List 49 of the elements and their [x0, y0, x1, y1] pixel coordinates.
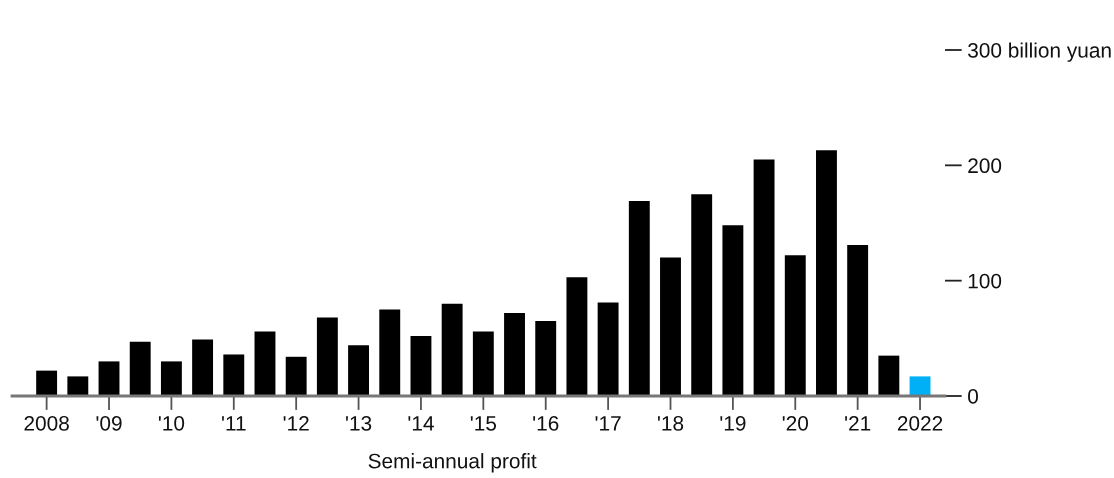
bar: [98, 361, 120, 396]
bar: [129, 341, 151, 396]
x-tick-label: '09: [96, 415, 122, 431]
bar: [160, 361, 182, 396]
y-tick-label: 200: [968, 158, 1002, 174]
bar: [441, 303, 463, 396]
y-tick-label: 0: [968, 389, 978, 404]
bar: [410, 336, 432, 396]
bar: [847, 244, 869, 396]
x-tick-label: '17: [595, 416, 621, 431]
x-tick-label: '10: [158, 415, 185, 431]
bar: [472, 331, 494, 396]
bar: [816, 150, 837, 396]
bar: [909, 376, 931, 396]
bar: [223, 354, 245, 396]
x-tick-label: '13: [346, 415, 372, 431]
x-tick-label: '12: [283, 415, 309, 431]
x-tick-label: 2022: [897, 415, 943, 431]
bar: [192, 339, 214, 396]
bar: [691, 194, 713, 396]
bar: [878, 355, 900, 396]
x-tick-label: '20: [782, 415, 809, 431]
bar: [753, 159, 775, 396]
bar: [660, 257, 681, 396]
bar: [36, 370, 58, 396]
bar: [597, 302, 619, 396]
x-tick-label: '19: [720, 415, 746, 431]
bar: [535, 321, 557, 396]
x-tick-label: '18: [657, 415, 684, 431]
bar: [628, 201, 650, 396]
bar: [254, 331, 276, 396]
x-axis-title: Semi-annual profit: [368, 453, 537, 473]
bar: [504, 312, 525, 396]
bar: [722, 225, 744, 396]
bar: [784, 255, 806, 396]
x-tick-label: 2008: [24, 415, 69, 431]
x-tick-label: '21: [845, 415, 871, 431]
bar: [379, 309, 401, 396]
bar: [285, 356, 307, 396]
x-tick-label: '14: [408, 416, 434, 431]
y-tick-label: 300 billion yuan: [968, 42, 1111, 62]
x-tick-label: '15: [470, 416, 497, 431]
y-tick-label: 100: [968, 273, 1002, 289]
x-tick-label: '11: [222, 416, 246, 431]
bar: [348, 345, 370, 396]
bar: [67, 376, 89, 396]
bar: [566, 277, 588, 396]
bar: [316, 317, 338, 396]
x-tick-label: '16: [533, 415, 559, 431]
